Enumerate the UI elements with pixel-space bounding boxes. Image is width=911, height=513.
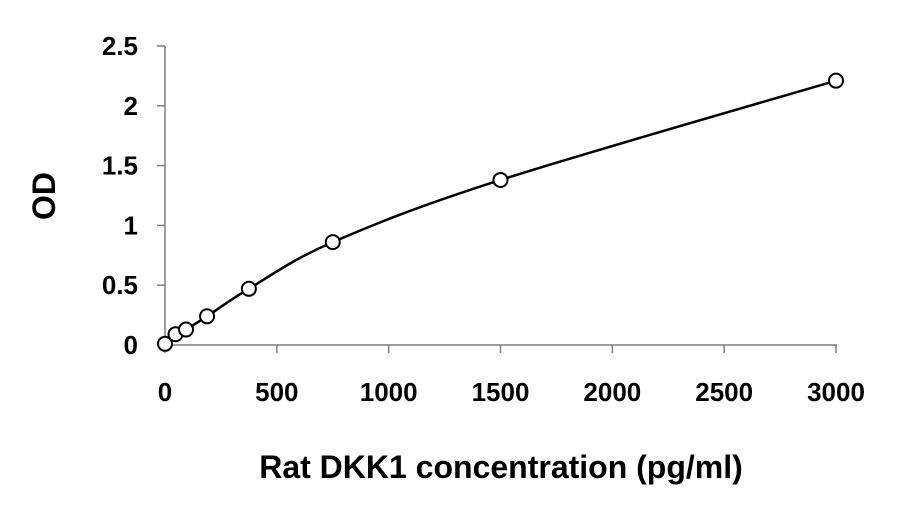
data-points (157, 72, 844, 352)
y-tick-label: 2 (124, 91, 138, 121)
data-point (199, 308, 216, 325)
series-line (164, 79, 837, 345)
data-point (828, 72, 844, 89)
data-point (492, 171, 509, 188)
x-tick-label: 2000 (583, 377, 641, 407)
x-tick-label: 1500 (472, 377, 530, 407)
x-tick-label: 3000 (807, 377, 865, 407)
y-tick-label: 2.5 (102, 31, 138, 61)
y-tick-label: 0.5 (102, 270, 138, 300)
x-tick-label: 0 (158, 377, 172, 407)
data-point (324, 234, 341, 251)
data-point (240, 280, 257, 297)
y-tick-label: 0 (124, 330, 138, 360)
y-tick-label: 1 (124, 210, 138, 240)
y-axis-title: OD (26, 172, 62, 220)
ticks: 0 0.5 1 1.5 2 2.5 0 500 1000 1500 2000 2500 3000 (102, 31, 865, 407)
data-point (178, 321, 195, 338)
data-point (157, 335, 173, 352)
x-axis-title: Rat DKK1 concentration (pg/ml) (259, 449, 743, 485)
y-tick-label: 1.5 (102, 151, 138, 181)
axes (164, 46, 837, 346)
x-tick-label: 500 (255, 377, 298, 407)
x-tick-label: 2500 (695, 377, 753, 407)
x-tick-label: 1000 (360, 377, 418, 407)
